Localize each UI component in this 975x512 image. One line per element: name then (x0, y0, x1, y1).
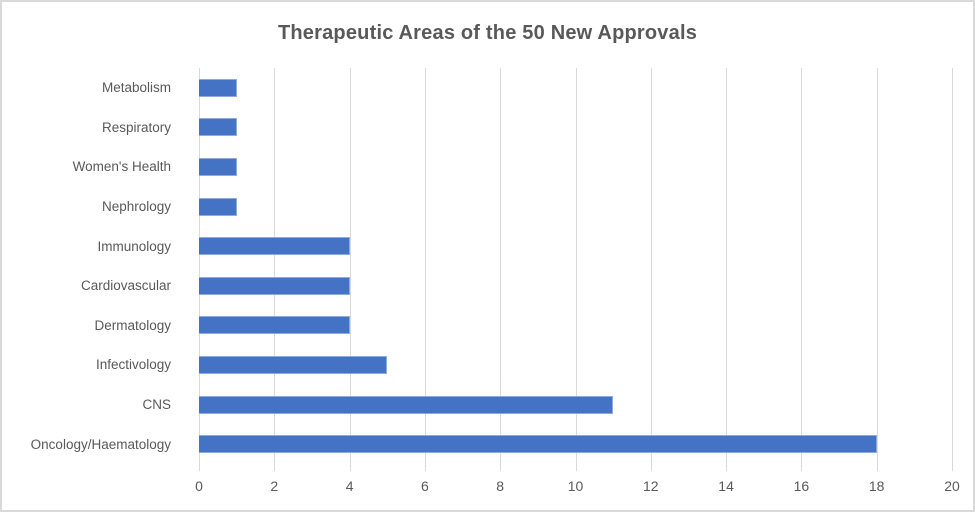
x-tick-label: 4 (345, 478, 354, 494)
x-tick-label: 18 (868, 478, 885, 494)
category-label: Nephrology (101, 199, 171, 215)
bar-row (199, 68, 952, 108)
bar-row (199, 187, 952, 227)
x-tick-label: 10 (567, 478, 584, 494)
x-tick-label: 16 (793, 478, 810, 494)
category-label: Metabolism (101, 80, 171, 96)
category-label: Women's Health (72, 159, 171, 175)
x-tick-label: 20 (944, 478, 960, 494)
category-label: Infectivology (95, 357, 171, 373)
bar-cardiovascular (199, 276, 350, 295)
gridline-x-20 (952, 68, 953, 471)
bar-infectivology (199, 355, 388, 374)
gridline-x-10 (575, 68, 577, 471)
bar-row (199, 306, 952, 346)
category-label: Respiratory (101, 119, 171, 135)
gridline-x-8 (500, 68, 502, 471)
bar-row (199, 385, 952, 425)
bar-immunology (199, 237, 350, 256)
bar-metabolism (199, 78, 237, 97)
gridline-x-6 (424, 68, 426, 471)
category-label: Cardiovascular (80, 278, 171, 294)
gridline-x-12 (650, 68, 652, 471)
bar-row (199, 226, 952, 266)
x-tick-label: 2 (270, 478, 279, 494)
gridline-x-14 (726, 68, 728, 471)
bar-nephrology (199, 197, 237, 216)
y-axis-category-labels: Metabolism Respiratory Women's Health Nephr… (2, 68, 185, 464)
gridline-x-18 (876, 68, 878, 471)
x-axis-tick-labels: 0 2 4 6 8 10 12 14 16 18 20 (195, 478, 960, 498)
bar-row (199, 147, 952, 187)
bar-oncology-haematology (199, 435, 877, 454)
category-label: Immunology (97, 238, 171, 254)
x-tick-label: 12 (643, 478, 659, 494)
gridline-x-2 (274, 68, 276, 471)
plot-area (199, 68, 953, 471)
bar-respiratory (199, 118, 237, 137)
bar-row (199, 108, 952, 148)
category-label: Dermatology (94, 317, 171, 333)
bar-cns (199, 395, 614, 414)
bar-rows (199, 68, 952, 464)
bar-row (199, 266, 952, 306)
bar-row (199, 424, 952, 464)
bar-dermatology (199, 316, 350, 335)
category-label: CNS (142, 397, 171, 413)
x-tick-label: 8 (496, 478, 505, 494)
x-tick-label: 14 (718, 478, 734, 494)
gridline-x-0 (199, 68, 200, 471)
x-tick-label: 0 (195, 478, 203, 494)
gridline-x-16 (801, 68, 803, 471)
x-tick-label: 6 (420, 478, 429, 494)
bar-row (199, 345, 952, 385)
chart-title: Therapeutic Areas of the 50 New Approval… (277, 22, 698, 44)
gridline-x-4 (349, 68, 351, 471)
bar-women-s-health (199, 157, 237, 176)
category-label: Oncology/Haematology (30, 436, 171, 452)
